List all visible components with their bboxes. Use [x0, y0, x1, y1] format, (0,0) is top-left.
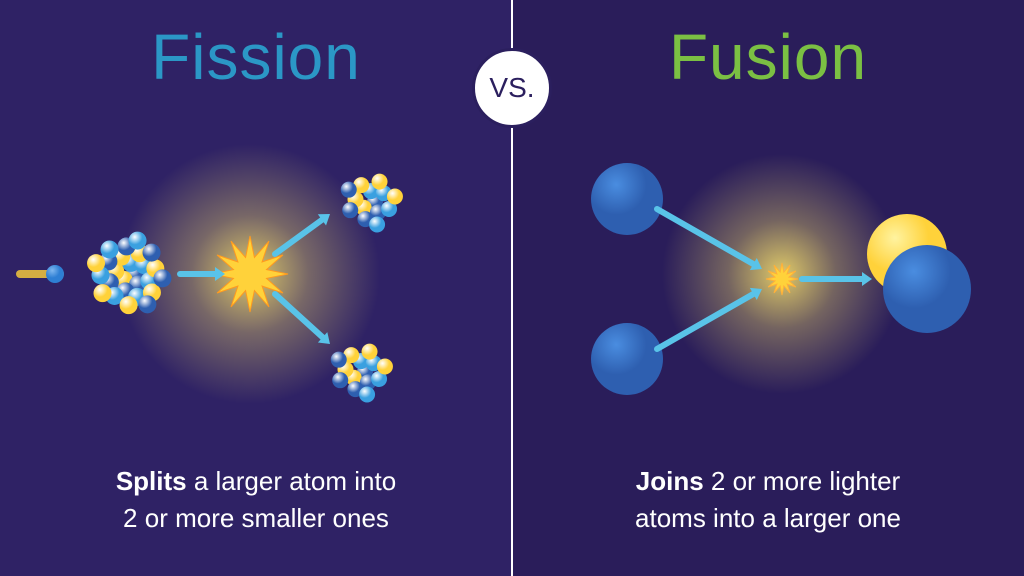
fission-title: Fission [151, 20, 361, 94]
fusion-title: Fusion [669, 20, 867, 94]
fusion-panel: Fusion Joins 2 or more lighteratoms into… [512, 0, 1024, 576]
fusion-caption: Joins 2 or more lighteratoms into a larg… [595, 463, 941, 536]
vs-badge: VS. [472, 48, 552, 128]
fission-panel: Fission Splits a larger atom into2 or mo… [0, 0, 512, 576]
vs-badge-text: VS. [489, 72, 534, 104]
fission-caption: Splits a larger atom into2 or more small… [76, 463, 436, 536]
fission-diagram [0, 104, 512, 463]
fusion-diagram [512, 104, 1024, 463]
